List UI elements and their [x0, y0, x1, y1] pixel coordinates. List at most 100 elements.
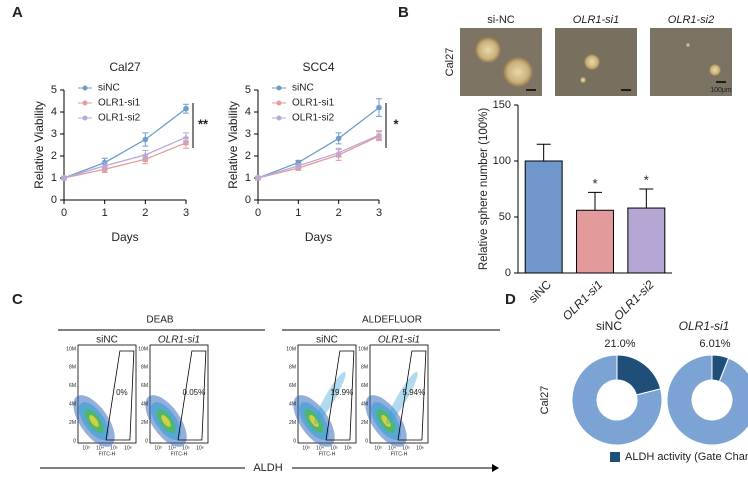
y-tick-label: 3 — [245, 128, 251, 140]
legend-label: siNC — [292, 83, 314, 94]
x-tick-label: 1 — [295, 207, 301, 219]
y-axis-label: Relative sphere number (100%) — [478, 108, 490, 271]
y-tick-label: 0 — [245, 194, 251, 206]
y-tick-label: 4 — [245, 106, 251, 118]
line — [257, 107, 380, 179]
marker — [183, 134, 189, 140]
gate — [325, 350, 355, 441]
sphere — [475, 37, 501, 63]
y-tick-label: 3 — [51, 128, 57, 140]
x-tick-label: 0 — [61, 207, 67, 219]
x-tick-label: 10⁴ — [96, 445, 104, 451]
y-tick-label: 1 — [51, 172, 57, 184]
y-tick-label: 0 — [73, 438, 76, 444]
y-tick-label: 2M — [141, 420, 148, 426]
x-tick-label: 10³ — [302, 445, 310, 451]
marker — [376, 104, 382, 111]
marker — [335, 149, 342, 155]
legend-marker — [276, 100, 282, 106]
sphere-images: 100μm si-NC OLR1-si1 OLR1-si2 Cal27 — [444, 14, 732, 96]
gate — [177, 350, 207, 441]
sphere — [709, 64, 721, 76]
y-tick-label: 6M — [289, 383, 296, 389]
x-tick-label: 3 — [376, 207, 382, 219]
y-tick-label: 10M — [358, 346, 368, 352]
chart-title: siNC — [596, 319, 622, 333]
legend-label: OLR1-si1 — [292, 98, 335, 109]
marker — [142, 151, 149, 158]
y-tick-label: 2M — [289, 420, 296, 426]
bar — [524, 160, 563, 274]
legend-marker — [276, 85, 282, 91]
line — [63, 142, 187, 179]
gate — [105, 350, 135, 441]
legend-label: OLR1-si2 — [98, 113, 141, 124]
y-tick-label: 150 — [493, 99, 511, 111]
y-tick-label: 10M — [286, 346, 296, 352]
axis-label: ALDH — [253, 462, 282, 474]
x-tick-label: 1 — [102, 207, 108, 219]
legend-marker — [82, 115, 88, 121]
y-tick-label: 2 — [245, 150, 251, 162]
scale-label: 100μm — [710, 87, 732, 94]
x-tick-label: 10³ — [154, 445, 162, 451]
y-tick-label: 0 — [365, 438, 368, 444]
x-tick-label: 10⁵ — [182, 445, 190, 451]
marker — [101, 162, 108, 169]
value-label: 21.0% — [604, 338, 635, 350]
x-tick-label: 3 — [183, 207, 189, 219]
x-tick-label: 10⁶ — [416, 445, 424, 451]
plot-label: siNC — [96, 335, 118, 346]
gate-value: 19.9% — [331, 388, 354, 397]
density-cloud — [309, 415, 319, 427]
plot-label: OLR1-si1 — [158, 335, 200, 346]
x-axis-label: FITC-H — [391, 451, 408, 457]
error-bar — [639, 188, 654, 209]
y-tick-label: 50 — [499, 211, 511, 223]
marker — [376, 131, 382, 138]
x-tick-label: 10⁵ — [402, 445, 410, 451]
legend-marker — [276, 115, 282, 121]
group-label: ALDEFLUOR — [362, 315, 422, 326]
x-tick-label: OLR1-si1 — [560, 277, 606, 323]
cell-line-label: Cal27 — [539, 386, 551, 415]
line — [257, 135, 380, 179]
marker — [183, 105, 189, 112]
legend-label: siNC — [98, 83, 120, 94]
bar — [627, 207, 666, 274]
y-tick-label: 8M — [361, 365, 368, 371]
error-bar — [588, 191, 602, 211]
y-tick-label: 0 — [51, 194, 57, 206]
y-tick-label: 6M — [141, 383, 148, 389]
image-label: si-NC — [487, 14, 515, 26]
legend-label: OLR1-si1 — [98, 98, 141, 109]
image-label: OLR1-si1 — [573, 14, 619, 26]
y-tick-label: 4M — [69, 402, 76, 408]
legend-label: ALDH activity (Gate Change) — [625, 451, 748, 463]
x-tick-label: OLR1-si2 — [611, 277, 657, 323]
x-tick-label: 10³ — [82, 445, 90, 451]
significance: * — [592, 176, 597, 191]
legend-marker — [82, 100, 88, 106]
y-tick-label: 4M — [289, 402, 296, 408]
x-tick-label: 0 — [255, 207, 261, 219]
y-axis-label: Relative Viability — [226, 101, 240, 189]
x-tick-label: siNC — [526, 277, 555, 306]
plot-label: OLR1-si1 — [378, 335, 420, 346]
x-tick-label: 2 — [336, 207, 342, 219]
x-tick-label: 10⁵ — [110, 445, 118, 451]
density-cloud — [161, 415, 171, 427]
x-tick-label: 10⁶ — [344, 445, 352, 451]
y-tick-label: 10M — [138, 346, 148, 352]
micrograph — [650, 28, 732, 96]
density-tail — [386, 371, 418, 425]
line — [63, 108, 187, 179]
micrograph — [460, 28, 542, 96]
panel-label: B — [398, 4, 409, 21]
pie-slice — [616, 354, 662, 396]
image-label: OLR1-si2 — [668, 14, 714, 26]
y-tick-label: 6M — [69, 383, 76, 389]
chart-title: Cal27 — [109, 60, 141, 74]
gate-value: 0.05% — [183, 388, 206, 397]
sphere — [584, 54, 600, 70]
